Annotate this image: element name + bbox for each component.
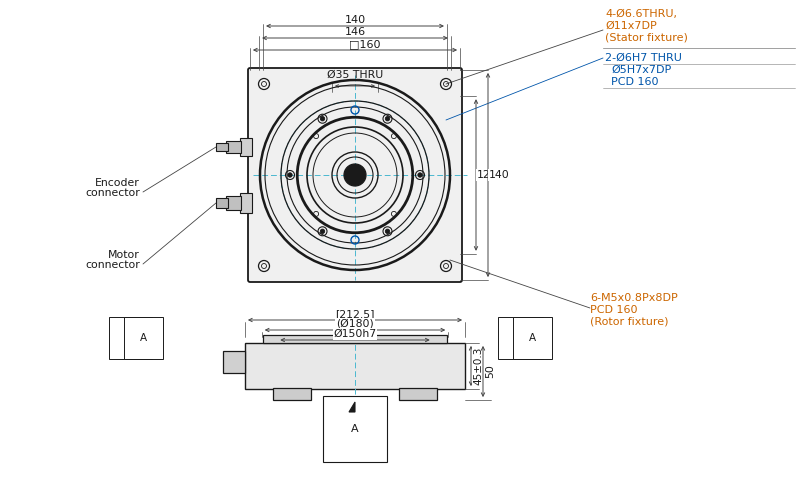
Bar xyxy=(240,138,252,156)
Text: A: A xyxy=(351,424,359,434)
Bar xyxy=(223,351,245,373)
Text: connector: connector xyxy=(86,188,140,198)
Bar xyxy=(226,141,241,153)
Text: (Rotor fixture): (Rotor fixture) xyxy=(590,317,669,327)
Bar xyxy=(245,343,465,389)
Text: 4-Ø6.6THRU,: 4-Ø6.6THRU, xyxy=(605,9,677,19)
Text: A: A xyxy=(140,333,147,343)
Text: connector: connector xyxy=(86,260,140,270)
Text: 2-Ø6H7 THRU: 2-Ø6H7 THRU xyxy=(605,53,682,63)
Text: 140: 140 xyxy=(489,170,510,180)
Circle shape xyxy=(320,116,325,121)
Text: (Stator fixture): (Stator fixture) xyxy=(605,33,688,43)
Polygon shape xyxy=(349,402,355,412)
Circle shape xyxy=(386,229,390,234)
Text: 6-M5x0.8Px8DP: 6-M5x0.8Px8DP xyxy=(590,293,678,303)
Bar xyxy=(273,388,311,400)
FancyBboxPatch shape xyxy=(248,68,462,282)
Circle shape xyxy=(418,173,422,177)
Text: Encoder: Encoder xyxy=(95,178,140,188)
Text: PCD 160: PCD 160 xyxy=(611,77,658,87)
Text: 50: 50 xyxy=(485,364,495,378)
Text: A: A xyxy=(529,333,536,343)
Text: Ra: Ra xyxy=(514,333,527,343)
Text: □160: □160 xyxy=(350,39,381,49)
Text: [212.5]: [212.5] xyxy=(335,309,374,319)
Bar xyxy=(240,193,252,213)
Text: Ø11x7DP: Ø11x7DP xyxy=(605,21,657,31)
Text: Motor: Motor xyxy=(108,250,140,260)
Bar xyxy=(226,196,241,210)
Circle shape xyxy=(288,173,292,177)
Text: Rr: Rr xyxy=(125,333,137,343)
Circle shape xyxy=(386,116,390,121)
Text: 45±0.3: 45±0.3 xyxy=(473,347,483,385)
Text: Ø35 THRU: Ø35 THRU xyxy=(327,70,383,80)
Bar xyxy=(216,143,228,151)
Bar xyxy=(399,388,437,400)
Circle shape xyxy=(344,164,366,186)
Bar xyxy=(216,198,228,208)
Text: 120: 120 xyxy=(477,170,498,180)
Text: 146: 146 xyxy=(345,27,366,37)
Text: Ø5H7x7DP: Ø5H7x7DP xyxy=(611,65,671,75)
Text: (Ø180): (Ø180) xyxy=(336,319,374,329)
Text: PCD 160: PCD 160 xyxy=(590,305,638,315)
Circle shape xyxy=(320,229,325,234)
Text: 140: 140 xyxy=(345,15,366,25)
Bar xyxy=(263,335,447,343)
Text: Ø150h7: Ø150h7 xyxy=(334,329,377,339)
